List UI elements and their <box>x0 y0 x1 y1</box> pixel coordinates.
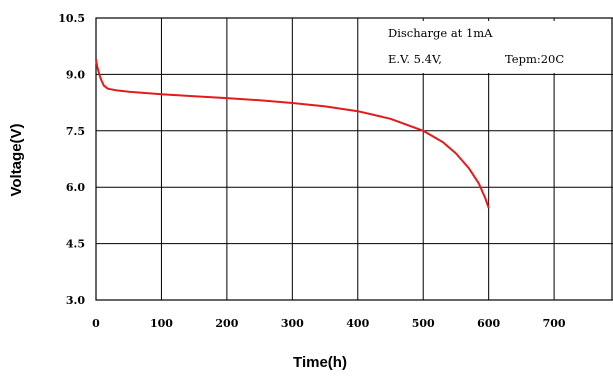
y-tick-label: 9.0 <box>66 68 85 81</box>
x-tick-label: 500 <box>412 317 435 330</box>
annotation-box: Discharge at 1mA E.V. 5.4V, Tepm:20C <box>382 21 594 73</box>
x-tick-labels: 0 100 200 300 400 500 600 700 <box>92 317 566 330</box>
y-tick-label: 10.5 <box>58 12 85 25</box>
annotation-end-voltage: E.V. 5.4V, <box>388 52 442 66</box>
x-axis-title: Time(h) <box>293 354 347 371</box>
annotation-temperature: Tepm:20C <box>505 52 564 66</box>
plot-frame <box>95 17 613 301</box>
x-tick-label: 700 <box>543 317 566 330</box>
y-tick-label: 6.0 <box>66 181 85 194</box>
voltage-series-line <box>95 59 490 209</box>
y-tick-label: 4.5 <box>66 238 85 251</box>
x-tick-label: 600 <box>477 317 500 330</box>
y-tick-label: 7.5 <box>66 125 85 138</box>
series-group <box>95 59 490 209</box>
y-tick-label: 3.0 <box>66 294 85 307</box>
x-tick-label: 400 <box>346 317 369 330</box>
x-tick-label: 100 <box>150 317 173 330</box>
annotation-discharge: Discharge at 1mA <box>388 26 493 40</box>
x-tick-label: 0 <box>92 317 100 330</box>
annotation-background <box>382 21 594 73</box>
y-tick-labels: 3.0 4.5 6.0 7.5 9.0 10.5 <box>58 12 85 307</box>
x-tick-label: 200 <box>215 317 238 330</box>
y-axis-title: Voltage(V) <box>8 123 25 196</box>
x-tick-label: 300 <box>281 317 304 330</box>
